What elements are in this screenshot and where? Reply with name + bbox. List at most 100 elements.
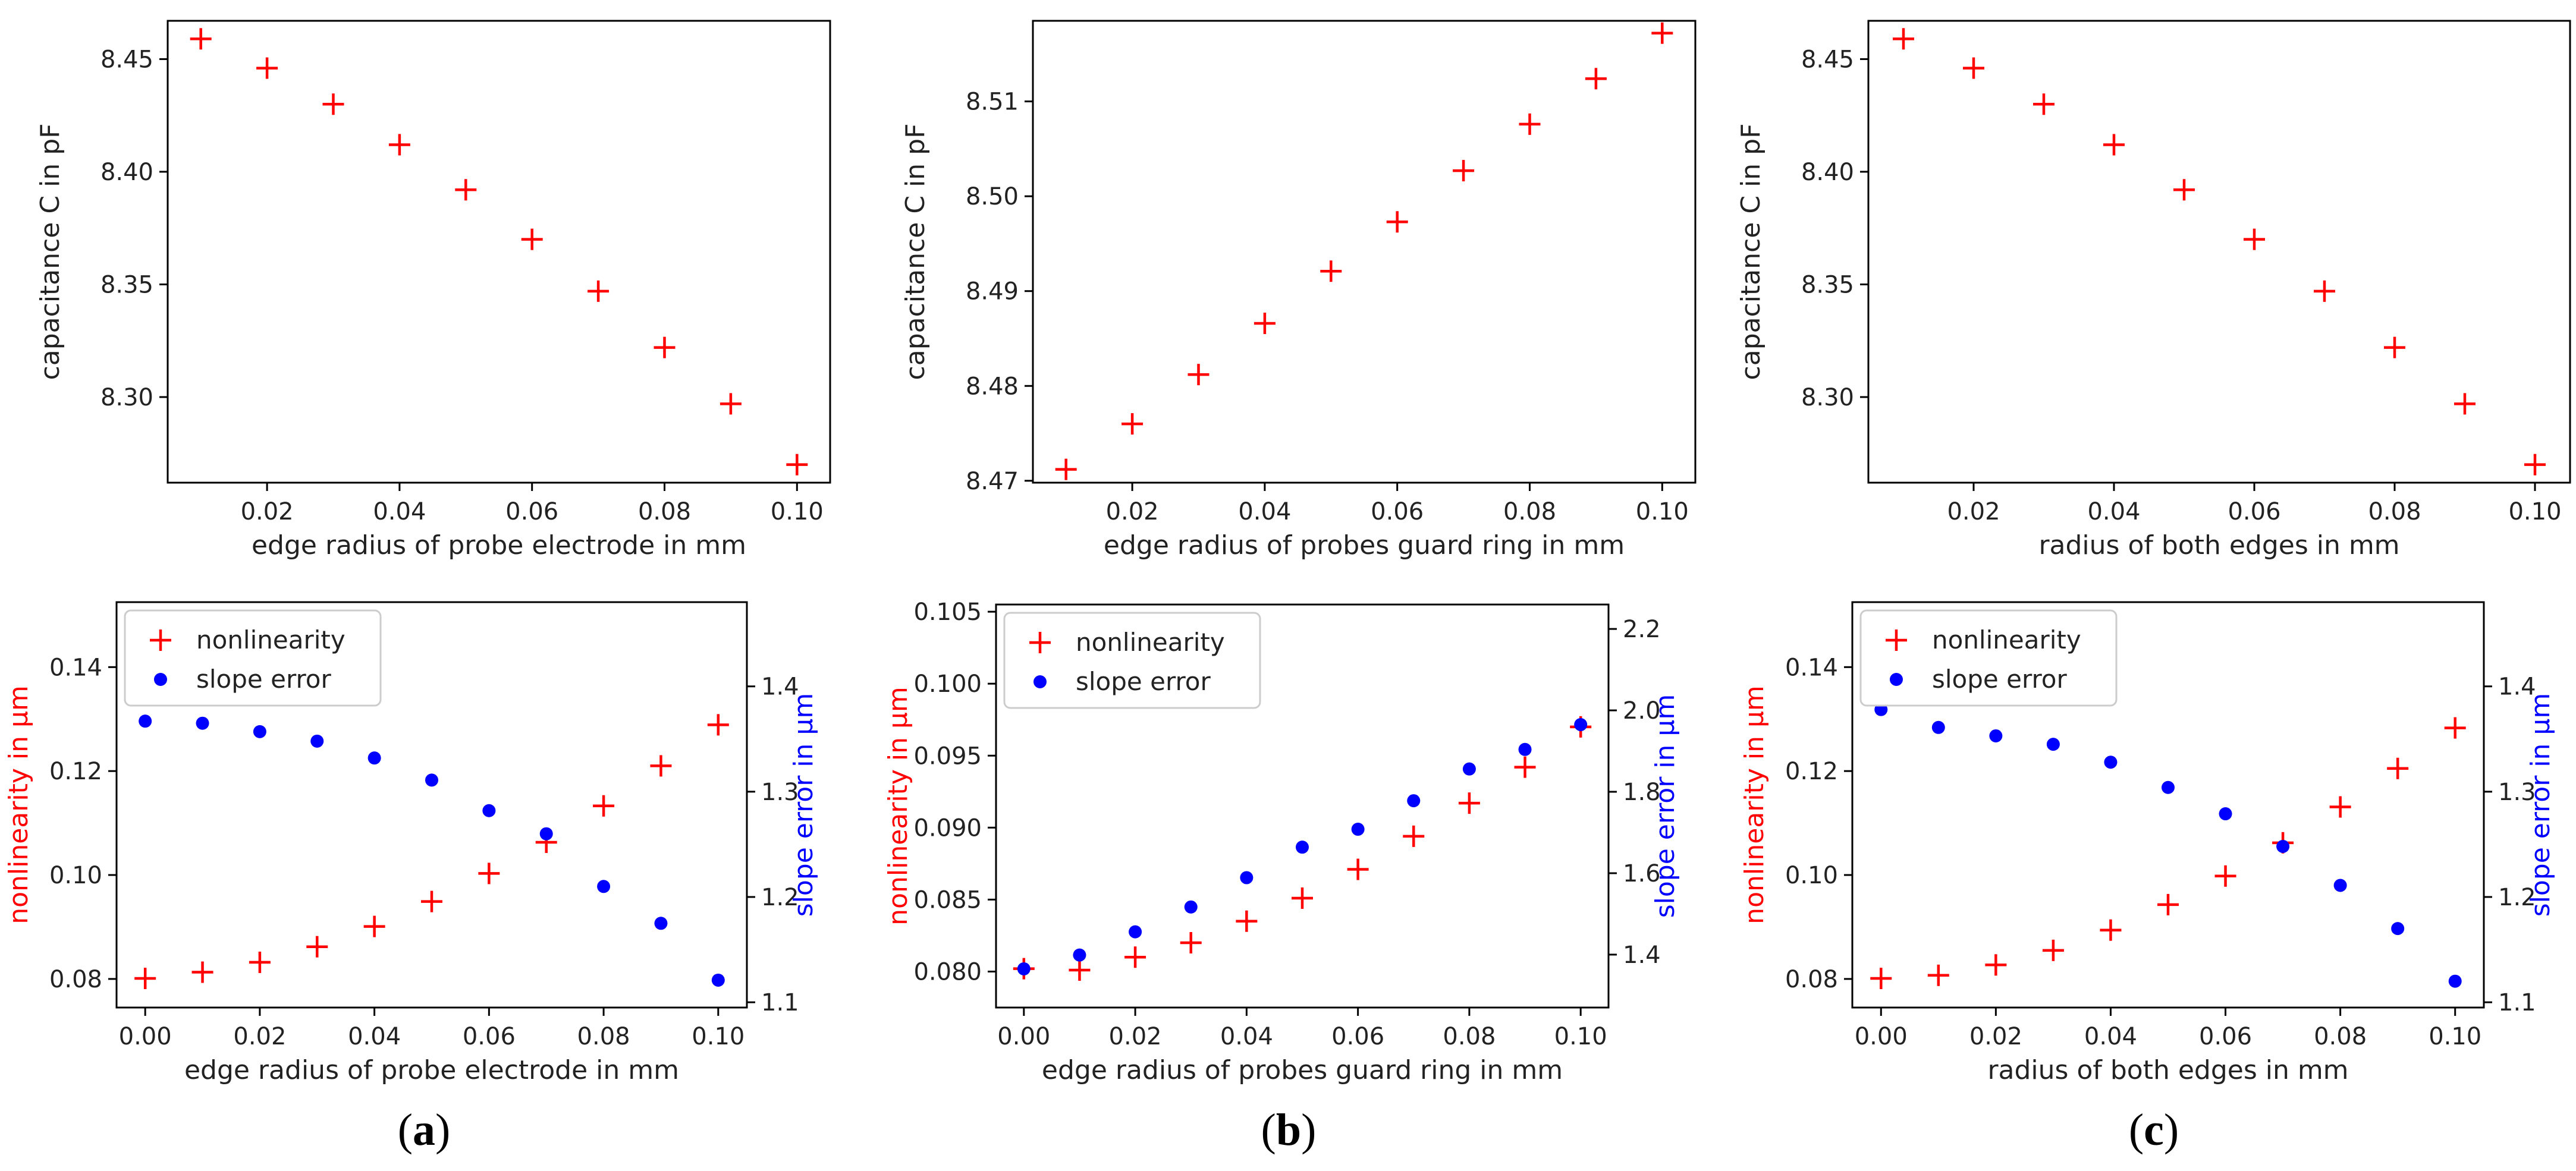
y-tick-label: 8.50 [966,183,1019,210]
data-point-slope-error [654,917,668,930]
legend-slope-error-marker [1890,673,1903,686]
data-point-slope-error [1017,962,1031,975]
x-tick-label: 0.06 [505,498,558,525]
x-tick-label: 0.00 [997,1023,1050,1050]
data-point-slope-error [1240,871,1254,884]
x-tick-label: 0.02 [1947,498,2000,525]
chart-a-top: 0.02 0.04 0.06 0.08 0.10 8.30 8.35 8.40 8.45 edge… [35,20,831,561]
data-point-slope-error [1073,948,1086,962]
legend-slope-error-marker [154,673,167,686]
data-point-capacitance [2524,454,2546,476]
y-tick-label: 0.14 [1785,654,1838,681]
panel-label-a: (a) [397,1105,451,1155]
data-point-nonlinearity [1985,954,2007,976]
data-point-capacitance [654,336,676,358]
data-point-nonlinearity [1403,825,1425,847]
data-point-nonlinearity [363,915,385,937]
data-point-capacitance [1519,113,1541,135]
data-point-slope-error [597,880,611,893]
data-point-nonlinearity [2157,893,2179,915]
y-tick-label: 0.08 [49,966,102,993]
legend-slope-error-marker [1033,675,1047,688]
y-tick-label: 8.30 [1801,384,1854,411]
x-tick-label: 0.04 [1238,498,1291,525]
data-point-slope-error [1129,925,1142,939]
plot-frame [115,601,748,1009]
data-point-slope-error [2046,738,2060,751]
x-tick-label: 0.00 [1855,1023,1908,1050]
data-point-capacitance [2244,228,2265,250]
plot-frame [1867,20,2571,484]
x-tick-label: 0.06 [1331,1023,1384,1050]
data-point-slope-error [2391,922,2405,936]
y2-tick-label: 1.3 [2498,779,2536,806]
legend-slope-error-label: slope error [1932,665,2068,694]
data-point-capacitance [1651,22,1673,44]
y-tick-label: 8.48 [966,373,1019,400]
x-axis-label: edge radius of probes guard ring in mm [1042,1055,1563,1085]
plot-frame [1032,20,1697,484]
data-point-capacitance [720,393,742,415]
y2-tick-label: 1.2 [761,884,799,911]
panel-label-c: (c) [2128,1105,2179,1155]
x-tick-label: 0.02 [1109,1023,1162,1050]
y2-tick-label: 1.1 [2498,989,2536,1016]
data-point-slope-error [2104,756,2118,769]
legend-nonlinearity-label: nonlinearity [1076,628,1225,657]
data-point-nonlinearity [1870,968,1892,990]
data-point-slope-error [2162,780,2175,794]
x-axis-label: edge radius of probe electrode in mm [252,530,746,561]
y-tick-label: 8.51 [966,89,1019,116]
chart-c-top: 0.02 0.04 0.06 0.08 0.10 8.30 8.35 8.40 8.45 radi… [1736,20,2571,561]
data-point-slope-error [1462,762,1476,776]
plot-frame [995,603,1610,1009]
chart-a-bottom: 0.00 0.02 0.04 0.06 0.08 0.10 0.08 0.10 0.12 0.14… [4,601,819,1085]
data-point-slope-error [2333,879,2347,892]
x-tick-label: 0.10 [1554,1023,1607,1050]
legend-slope-error-label: slope error [196,665,332,694]
y-tick-label: 0.14 [49,654,102,681]
data-point-slope-error [1931,720,1945,734]
data-point-nonlinearity [1514,756,1536,778]
data-point-capacitance [322,93,344,115]
data-point-nonlinearity [134,968,156,990]
data-point-slope-error [1184,900,1198,914]
x-tick-label: 0.10 [771,498,824,525]
y2-tick-label: 1.6 [1623,860,1661,887]
chart-b-bottom: 0.00 0.02 0.04 0.06 0.08 0.10 0.080 0.085 0.090 0… [883,599,1680,1085]
x-tick-label: 0.02 [1106,498,1159,525]
data-point-nonlinearity [421,890,442,912]
data-point-nonlinearity [1927,964,1949,986]
y-tick-label: 8.35 [1801,271,1854,298]
y2-tick-label: 2.2 [1623,616,1661,643]
data-point-nonlinearity [306,936,328,958]
x-axis-label: edge radius of probe electrode in mm [184,1055,679,1085]
data-point-capacitance [1453,160,1475,182]
y-tick-label: 8.40 [1801,159,1854,186]
legend: nonlinearity slope error [124,609,382,707]
y-tick-label: 8.40 [100,159,153,186]
data-point-nonlinearity [2329,796,2351,818]
x-tick-label: 0.04 [348,1023,401,1050]
data-point-slope-error [2219,807,2232,821]
data-point-nonlinearity [1458,792,1480,814]
y-axis-label: capacitance C in pF [900,124,931,380]
data-point-capacitance [588,280,610,302]
data-point-slope-error [2448,974,2462,988]
panel-label-b: (b) [1261,1105,1317,1155]
data-point-nonlinearity [1069,959,1091,981]
y-tick-label: 8.47 [966,468,1019,495]
y-tick-label: 8.45 [100,46,153,73]
plot-frame [1851,601,2485,1009]
y-axis-label: capacitance C in pF [1736,124,1766,380]
data-point-capacitance [521,228,543,250]
data-point-slope-error [1296,841,1309,854]
y-tick-label: 8.30 [100,384,153,411]
y-tick-label: 0.12 [1785,758,1838,785]
data-point-capacitance [1320,260,1342,282]
data-point-nonlinearity [191,961,213,983]
data-point-nonlinearity [1124,946,1146,968]
data-point-capacitance [256,57,278,79]
y-axis-label: nonlinearity in µm [883,687,913,926]
y-tick-label: 0.100 [913,671,982,698]
